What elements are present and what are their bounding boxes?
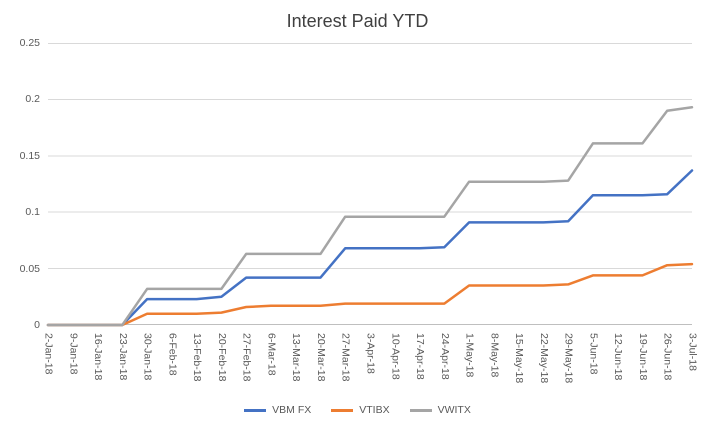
x-tick-label: 29-May-18 bbox=[562, 333, 575, 384]
y-tick-label: 0.2 bbox=[25, 93, 40, 106]
legend-item-vbm-fx: VBM FX bbox=[244, 404, 311, 416]
x-tick-label: 8-May-18 bbox=[488, 333, 501, 378]
legend-line-swatch bbox=[331, 408, 354, 412]
x-tick-label: 12-Jun-18 bbox=[612, 333, 625, 381]
legend-item-vtibx: VTIBX bbox=[331, 404, 390, 416]
legend-label: VBM FX bbox=[272, 404, 312, 416]
x-tick-label: 13-Feb-18 bbox=[191, 333, 204, 382]
legend: VBM FX VTIBX VWITX bbox=[0, 404, 715, 416]
x-tick-label: 13-Mar-18 bbox=[290, 333, 303, 382]
y-tick-label: 0.15 bbox=[19, 149, 40, 162]
x-tick-label: 9-Jan-18 bbox=[67, 333, 80, 375]
x-tick-label: 16-Jan-18 bbox=[92, 333, 105, 381]
x-tick-label: 15-May-18 bbox=[513, 333, 526, 384]
x-tick-label: 22-May-18 bbox=[537, 333, 550, 384]
x-tick-label: 19-Jun-18 bbox=[636, 333, 649, 381]
y-tick-label: 0 bbox=[34, 319, 40, 331]
legend-label: VWITX bbox=[437, 404, 471, 416]
series-line-vbm-fx bbox=[46, 169, 694, 327]
x-tick-label: 27-Mar-18 bbox=[339, 333, 352, 382]
y-tick-label: 0.25 bbox=[19, 37, 40, 49]
legend-line-swatch bbox=[409, 408, 432, 412]
x-tick-label: 27-Feb-18 bbox=[240, 333, 253, 382]
series-line-vtibx bbox=[46, 262, 694, 327]
x-tick-label: 23-Jan-18 bbox=[116, 333, 129, 381]
x-tick-label: 10-Apr-18 bbox=[389, 333, 402, 380]
chart-title: Interest Paid YTD bbox=[286, 11, 429, 31]
x-tick-label: 5-Jun-18 bbox=[587, 333, 600, 375]
x-tick-label: 3-Jul-18 bbox=[686, 333, 699, 371]
x-tick-label: 20-Mar-18 bbox=[314, 333, 327, 382]
x-tick-label: 26-Jun-18 bbox=[661, 333, 674, 381]
x-tick-label: 30-Jan-18 bbox=[141, 333, 154, 381]
series-line-vwitx bbox=[46, 106, 694, 327]
legend-line-swatch bbox=[244, 408, 267, 412]
x-tick-label: 6-Feb-18 bbox=[166, 333, 179, 376]
x-tick-label: 20-Feb-18 bbox=[215, 333, 228, 382]
y-tick-label: 0.05 bbox=[19, 262, 40, 275]
plot-area bbox=[46, 43, 694, 327]
y-tick-label: 0.1 bbox=[25, 206, 40, 219]
x-tick-label: 3-Apr-18 bbox=[364, 333, 377, 374]
x-tick-label: 24-Apr-18 bbox=[438, 333, 451, 380]
x-tick-label: 6-Mar-18 bbox=[265, 333, 278, 376]
x-tick-label: 17-Apr-18 bbox=[414, 333, 427, 380]
x-tick-label: 2-Jan-18 bbox=[42, 333, 55, 375]
legend-item-vwitx: VWITX bbox=[409, 404, 471, 416]
x-tick-label: 1-May-18 bbox=[463, 333, 476, 378]
legend-label: VTIBX bbox=[359, 404, 390, 416]
